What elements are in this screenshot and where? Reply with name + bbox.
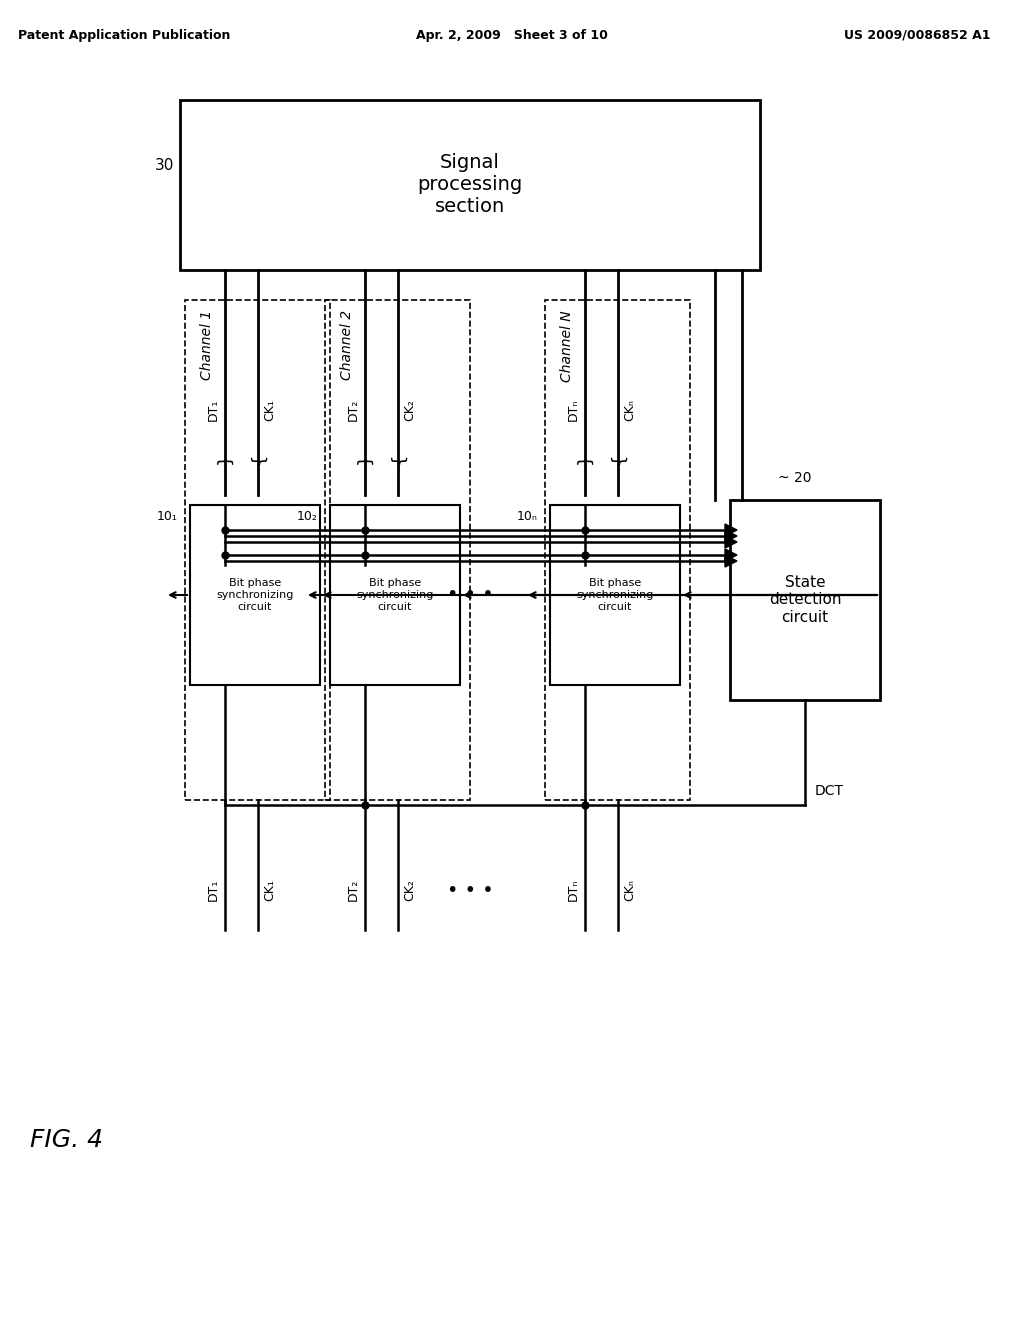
Text: CKₙ: CKₙ [623, 879, 636, 902]
Text: 10₁: 10₁ [157, 510, 178, 523]
Text: }: } [356, 453, 374, 463]
Bar [180, 100, 760, 271]
Text: Bit phase
synchronizing
circuit: Bit phase synchronizing circuit [356, 578, 434, 611]
Polygon shape [725, 536, 737, 548]
Text: DT₁: DT₁ [207, 399, 220, 421]
Text: Channel 2: Channel 2 [340, 310, 354, 380]
Text: US 2009/0086852 A1: US 2009/0086852 A1 [844, 29, 990, 41]
Text: • • •: • • • [446, 586, 494, 605]
Text: {: { [609, 453, 627, 463]
Text: DTₙ: DTₙ [567, 879, 580, 902]
Polygon shape [725, 549, 737, 561]
Text: ~ 20: ~ 20 [778, 471, 812, 484]
Text: {: { [389, 453, 407, 463]
Text: • • •: • • • [446, 880, 494, 899]
Text: 10ₙ: 10ₙ [517, 510, 538, 523]
Polygon shape [725, 524, 737, 536]
Text: FIG. 4: FIG. 4 [30, 1129, 103, 1152]
Bar [325, 300, 470, 800]
Text: }: } [575, 453, 594, 463]
Bar [330, 506, 460, 685]
Text: State
detection
circuit: State detection circuit [769, 576, 842, 624]
Text: Patent Application Publication: Patent Application Publication [18, 29, 230, 41]
Text: Signal
processing
section: Signal processing section [418, 153, 522, 216]
Text: Channel 1: Channel 1 [200, 310, 214, 380]
Text: CK₂: CK₂ [403, 879, 416, 902]
Text: {: { [249, 453, 267, 463]
Text: CKₙ: CKₙ [623, 399, 636, 421]
Bar [730, 500, 880, 700]
Text: 10₂: 10₂ [297, 510, 318, 523]
Text: Apr. 2, 2009   Sheet 3 of 10: Apr. 2, 2009 Sheet 3 of 10 [416, 29, 608, 41]
Bar [185, 300, 330, 800]
Text: Bit phase
synchronizing
circuit: Bit phase synchronizing circuit [216, 578, 294, 611]
Text: 30: 30 [155, 157, 174, 173]
Polygon shape [725, 554, 737, 568]
Text: }: } [216, 453, 234, 463]
Text: DCT: DCT [815, 784, 844, 799]
Bar [190, 506, 319, 685]
Bar [550, 506, 680, 685]
Text: Bit phase
synchronizing
circuit: Bit phase synchronizing circuit [577, 578, 653, 611]
Text: CK₁: CK₁ [263, 879, 276, 902]
Text: DTₙ: DTₙ [567, 399, 580, 421]
Text: CK₁: CK₁ [263, 399, 276, 421]
Text: DT₂: DT₂ [347, 879, 360, 902]
Text: Channel N: Channel N [560, 310, 574, 381]
Text: DT₁: DT₁ [207, 879, 220, 902]
Text: CK₂: CK₂ [403, 399, 416, 421]
Polygon shape [725, 531, 737, 543]
Bar [545, 300, 690, 800]
Text: DT₂: DT₂ [347, 399, 360, 421]
